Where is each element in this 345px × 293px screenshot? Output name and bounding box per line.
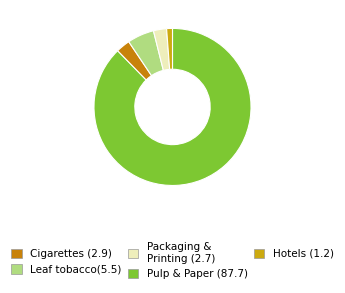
- Wedge shape: [129, 31, 163, 76]
- Wedge shape: [167, 28, 172, 69]
- Wedge shape: [118, 42, 151, 80]
- Wedge shape: [154, 29, 170, 70]
- Wedge shape: [94, 28, 251, 185]
- Legend: Cigarettes (2.9), Leaf tobacco(5.5), Packaging &
Printing (2.7), Pulp & Paper (8: Cigarettes (2.9), Leaf tobacco(5.5), Pac…: [8, 239, 337, 282]
